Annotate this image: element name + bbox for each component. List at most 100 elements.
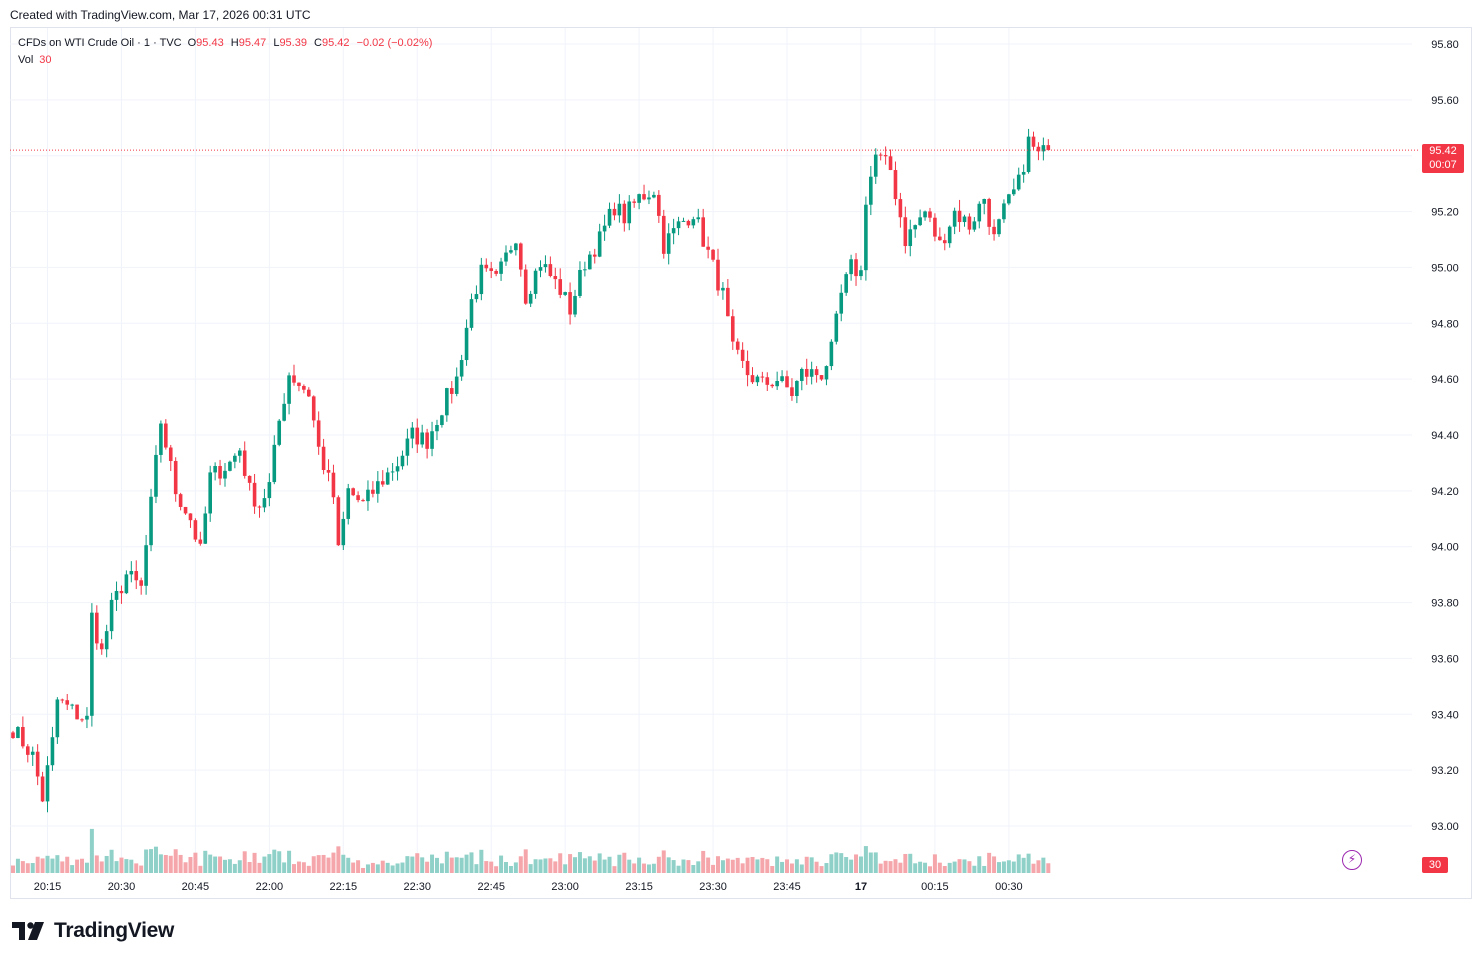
candle-body	[70, 704, 74, 706]
volume-bar	[1031, 863, 1036, 873]
volume-bar	[287, 850, 292, 873]
candle-body	[1026, 136, 1031, 172]
price-tick: 93.00	[1431, 821, 1459, 833]
volume-bar	[405, 856, 410, 873]
volume-bar	[124, 859, 129, 873]
volume-label[interactable]: Vol	[18, 54, 34, 66]
candle-body	[755, 376, 760, 383]
volume-bar	[868, 852, 873, 873]
volume-bar	[361, 867, 366, 873]
volume-bar	[168, 855, 173, 873]
volume-bar	[55, 855, 60, 873]
candle-body	[297, 382, 301, 386]
close-label: C	[314, 37, 322, 49]
price-tick: 93.80	[1431, 598, 1459, 610]
candle-body	[563, 292, 567, 295]
candle-body	[642, 194, 646, 200]
high-label: H	[230, 37, 239, 49]
candle-body	[144, 545, 148, 586]
candle-body	[385, 472, 390, 485]
volume-bar	[104, 855, 109, 873]
candle-body	[489, 268, 494, 271]
price-tick: 94.80	[1431, 318, 1459, 330]
candle-body	[85, 715, 89, 720]
volume-bar	[395, 863, 400, 873]
high-value: 95.47	[238, 37, 267, 49]
candle-body	[652, 194, 656, 198]
candle-body	[844, 274, 848, 293]
candle-body	[287, 375, 291, 404]
candle-body	[1011, 189, 1016, 195]
volume-bar	[144, 849, 149, 873]
candle-body	[459, 360, 464, 377]
volume-bar	[839, 853, 844, 873]
candle-body	[356, 495, 360, 501]
candle-body	[277, 420, 282, 445]
candle-body	[80, 719, 84, 721]
candle-body	[928, 211, 932, 218]
candle-body	[568, 292, 572, 315]
candle-body	[494, 270, 498, 274]
candle-body	[371, 489, 375, 494]
volume-bar	[30, 862, 35, 873]
candle-body	[361, 500, 365, 502]
volume-bar	[637, 857, 642, 873]
volume-legend: Vol 30	[18, 52, 432, 69]
volume-bar	[257, 862, 262, 873]
volume-bar	[829, 854, 834, 873]
candle-body	[1031, 136, 1036, 147]
candle-body	[420, 432, 424, 445]
lightning-icon[interactable]: ⚡	[1342, 850, 1362, 870]
candle-body	[321, 446, 326, 471]
volume-bar	[89, 828, 94, 873]
candle-body	[730, 316, 735, 342]
volume-bar	[942, 866, 947, 873]
volume-bar	[568, 854, 573, 873]
symbol-title[interactable]: CFDs on WTI Crude Oil · 1 · TVC	[18, 37, 182, 49]
volume-bar	[237, 860, 242, 873]
volume-bar	[356, 860, 361, 873]
volume-bar	[937, 862, 942, 873]
volume-bar	[213, 856, 218, 873]
volume-bar	[60, 861, 65, 873]
candle-body	[35, 751, 40, 777]
candle-body	[839, 292, 844, 314]
price-tick: 93.40	[1431, 709, 1459, 721]
volume-bar	[947, 862, 952, 873]
volume-bar	[923, 862, 928, 873]
volume-bar	[247, 862, 252, 873]
volume-bar	[346, 857, 351, 873]
volume-bar	[341, 854, 346, 873]
tradingview-logo: TradingView	[12, 919, 174, 943]
volume-bar	[543, 858, 548, 873]
ohlc-line: CFDs on WTI Crude Oil · 1 · TVC O95.43 H9…	[18, 35, 432, 52]
volume-bar	[1016, 854, 1021, 873]
volume-bar	[499, 855, 504, 873]
candle-body	[351, 488, 355, 496]
volume-bar	[351, 862, 356, 873]
created-with-text: Created with TradingView.com, Mar 17, 20…	[10, 8, 311, 22]
volume-bar	[592, 860, 597, 873]
change-value: −0.02 (−0.02%)	[356, 37, 433, 49]
candle-body	[938, 236, 942, 241]
candle-body	[597, 231, 602, 257]
volume-bar	[548, 858, 553, 873]
volume-bar	[149, 849, 154, 873]
volume-bar	[642, 863, 647, 873]
candle-body	[109, 599, 114, 632]
volume-bar	[632, 863, 637, 873]
volume-bar	[326, 857, 331, 873]
volume-bar	[932, 854, 937, 873]
candle-body	[346, 488, 351, 519]
volume-bar	[533, 859, 538, 873]
chart-frame	[10, 27, 1472, 899]
candle-body	[21, 727, 25, 747]
volume-bar	[415, 853, 420, 873]
volume-bar	[780, 861, 785, 873]
candle-body	[770, 384, 775, 387]
candle-body	[474, 294, 479, 300]
candle-body	[992, 226, 996, 235]
candle-body	[760, 376, 765, 378]
volume-bar	[656, 856, 661, 873]
